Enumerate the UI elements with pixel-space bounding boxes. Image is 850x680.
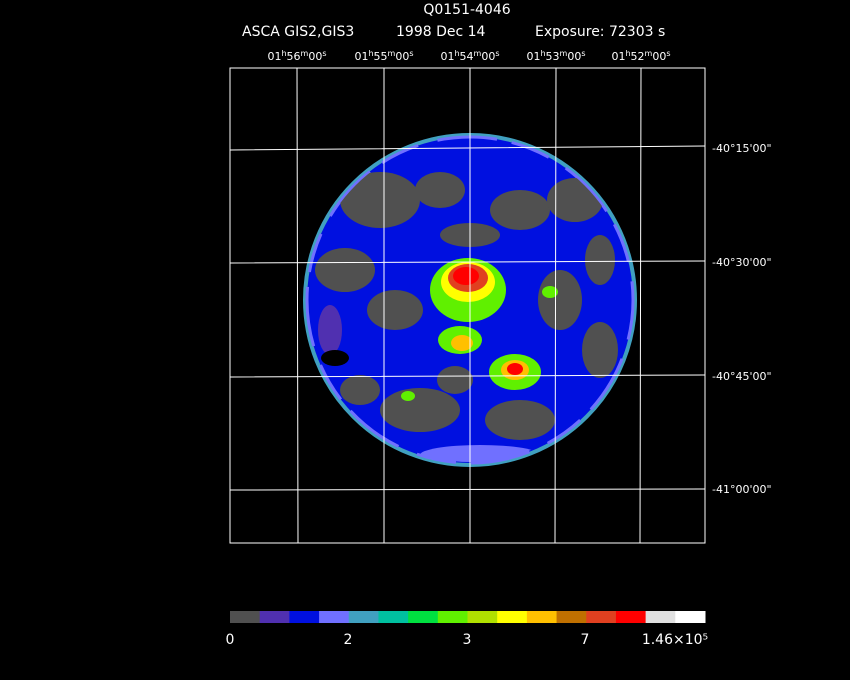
ra-label: 01h56m00s — [267, 49, 326, 64]
colorbar-label: 7 — [581, 632, 590, 648]
ra-label: 01h52m00s — [611, 49, 670, 64]
ra-label: 01h54m00s — [440, 49, 499, 64]
date: 1998 Dec 14 — [396, 24, 486, 40]
colorbar-label: 0 — [226, 632, 235, 648]
dec-label: -40°15'00" — [712, 142, 772, 155]
dec-labels: -40°15'00" -40°30'00" -40°45'00" -41°00'00" — [712, 142, 772, 496]
dec-label: -41°00'00" — [712, 483, 772, 496]
coordinate-grid — [229, 67, 706, 544]
colorbar-segment — [467, 611, 498, 623]
ra-label: 01h55m00s — [354, 49, 413, 64]
colorbar-segment — [586, 611, 617, 623]
title: Q0151-4046 — [423, 2, 510, 18]
colorbar-segment — [497, 611, 528, 623]
colorbar-segment — [408, 611, 439, 623]
colorbar-segment — [348, 611, 379, 623]
ra-label: 01h53m00s — [526, 49, 585, 64]
colorbar: 0 2 3 7 1.46×10⁵ — [226, 611, 708, 648]
dec-label: -40°30'00" — [712, 256, 772, 269]
exposure: Exposure: 72303 s — [535, 24, 665, 40]
colorbar-label: 3 — [463, 632, 472, 648]
colorbar-label: 2 — [344, 632, 353, 648]
colorbar-segment — [437, 611, 468, 623]
colorbar-label: 1.46×10⁵ — [642, 632, 708, 648]
colorbar-segment — [556, 611, 587, 623]
colorbar-segment — [675, 611, 706, 623]
colorbar-segment — [645, 611, 676, 623]
colorbar-segment — [319, 611, 350, 623]
colorbar-segment — [230, 611, 261, 623]
colorbar-segment — [378, 611, 409, 623]
instrument: ASCA GIS2,GIS3 — [242, 24, 354, 40]
colorbar-segment — [615, 611, 647, 623]
colorbar-segment — [259, 611, 290, 623]
ra-labels: 01h56m00s 01h55m00s 01h54m00s 01h53m00s 01h5… — [267, 49, 670, 64]
dec-label: -40°45'00" — [712, 370, 772, 383]
colorbar-segment — [526, 611, 558, 623]
colorbar-segment — [289, 611, 320, 623]
